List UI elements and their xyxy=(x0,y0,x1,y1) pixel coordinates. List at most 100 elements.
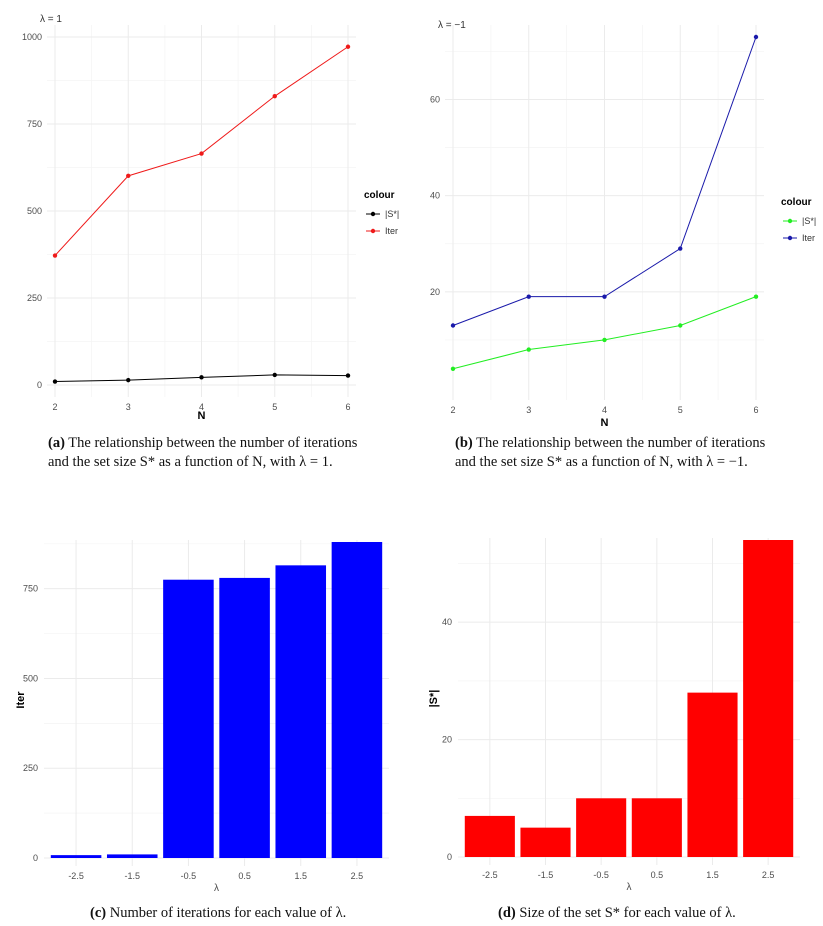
y-tick-label: 500 xyxy=(23,673,38,683)
y-axis-title: Iter xyxy=(15,691,27,709)
bar--1.5 xyxy=(106,854,158,858)
x-axis-title: λ xyxy=(214,883,219,894)
data-point-series-1 xyxy=(602,294,607,299)
y-tick-label: 0 xyxy=(37,380,42,390)
y-tick-label: 60 xyxy=(430,95,440,105)
y-tick-label: 20 xyxy=(430,287,440,297)
bar-1.5 xyxy=(275,565,327,858)
data-point-series-0 xyxy=(272,372,277,378)
y-tick-label: 500 xyxy=(27,206,42,216)
caption-a-line2: and the set size S* as a function of N, … xyxy=(48,454,333,470)
y-tick-label: 250 xyxy=(27,293,42,303)
caption-b: (b) The relationship between the number … xyxy=(455,434,815,472)
x-axis-title: N xyxy=(198,410,206,422)
caption-d: (d) Size of the set S* for each value of… xyxy=(498,904,818,923)
x-axis-title: N xyxy=(601,417,609,429)
x-tick-label: 1.5 xyxy=(294,871,307,881)
caption-a-label: (a) xyxy=(48,435,65,451)
x-tick-label: -0.5 xyxy=(181,871,197,881)
legend-key-point xyxy=(370,228,376,234)
data-point-series-0 xyxy=(199,375,204,380)
data-point-series-0 xyxy=(52,379,58,384)
x-tick-label: -1.5 xyxy=(538,870,554,880)
data-point-series-0 xyxy=(678,323,683,328)
bar-0.5 xyxy=(631,798,682,857)
chart-title: λ = −1 xyxy=(438,20,466,31)
bar--1.5 xyxy=(520,827,571,857)
x-tick-label: 2 xyxy=(450,405,455,415)
data-point-series-0 xyxy=(602,337,607,343)
legend-label: |S*| xyxy=(802,216,816,226)
chart-c-panel: -2.5 -1.5 -0.5 0.5 1.5 2.5 0 250 500 750 λ Iter xyxy=(0,520,411,900)
caption-b-line1: The relationship between the number of i… xyxy=(476,435,766,451)
data-point-series-0 xyxy=(126,377,131,383)
legend-label: |S*| xyxy=(385,209,399,219)
y-tick-label: 20 xyxy=(442,735,452,745)
legend-key-point xyxy=(370,211,376,217)
x-tick-label: -2.5 xyxy=(68,871,84,881)
data-point-series-0 xyxy=(450,366,456,371)
x-tick-label: -1.5 xyxy=(124,871,140,881)
chart-d-panel: -2.5 -1.5 -0.5 0.5 1.5 2.5 0 20 40 λ |S*| xyxy=(411,520,823,900)
x-tick-label: 4 xyxy=(602,405,607,415)
x-tick-label: 4 xyxy=(199,402,204,412)
bar-0.5 xyxy=(219,577,270,858)
x-tick-label: -2.5 xyxy=(482,870,498,880)
data-point-series-1 xyxy=(753,34,759,40)
data-point-series-1 xyxy=(199,151,204,156)
legend-title: colour xyxy=(364,190,395,201)
x-axis-title: λ xyxy=(627,882,632,893)
y-tick-label: 750 xyxy=(27,119,42,129)
y-tick-label: 40 xyxy=(442,617,452,627)
bar-2.5 xyxy=(331,542,383,858)
caption-c-text: Number of iterations for each value of λ… xyxy=(109,905,347,921)
y-tick-label: 250 xyxy=(23,763,38,773)
y-axis-title: |S*| xyxy=(428,690,440,708)
data-point-series-1 xyxy=(526,294,531,299)
legend-title: colour xyxy=(781,197,812,208)
data-point-series-0 xyxy=(345,373,351,378)
x-tick-label: 6 xyxy=(345,402,350,412)
caption-d-label: (d) xyxy=(498,905,516,921)
caption-a-line1: The relationship between the number of i… xyxy=(68,435,358,451)
y-tick-label: 1000 xyxy=(22,32,42,42)
caption-a: (a) The relationship between the number … xyxy=(48,434,408,472)
bar-2.5 xyxy=(743,540,794,857)
x-tick-label: 3 xyxy=(126,402,131,412)
y-tick-label: 0 xyxy=(447,852,452,862)
data-point-series-1 xyxy=(345,44,351,49)
bar-1.5 xyxy=(687,692,738,857)
x-tick-label: 3 xyxy=(526,405,531,415)
legend-key-point xyxy=(787,235,793,241)
caption-c: (c) Number of iterations for each value … xyxy=(90,904,410,923)
legend-key-point xyxy=(787,218,793,224)
caption-c-label: (c) xyxy=(90,905,107,921)
data-point-series-1 xyxy=(678,246,683,251)
y-tick-label: 0 xyxy=(33,853,38,863)
x-tick-label: 0.5 xyxy=(651,870,664,880)
bar--2.5 xyxy=(50,855,102,858)
y-tick-label: 40 xyxy=(430,191,440,201)
data-point-series-1 xyxy=(272,93,277,99)
x-tick-label: 1.5 xyxy=(706,870,719,880)
x-tick-label: 2 xyxy=(52,402,57,412)
x-tick-label: 2.5 xyxy=(351,871,364,881)
data-point-series-0 xyxy=(753,294,759,299)
legend-label: Iter xyxy=(802,233,815,243)
x-tick-label: 5 xyxy=(272,402,277,412)
chart-title: λ = 1 xyxy=(40,14,62,25)
caption-d-text: Size of the set S* for each value of λ. xyxy=(519,905,736,921)
x-tick-label: -0.5 xyxy=(593,870,609,880)
data-point-series-0 xyxy=(526,347,531,352)
caption-b-line2: and the set size S* as a function of N, … xyxy=(455,454,748,470)
x-tick-label: 6 xyxy=(753,405,758,415)
bar--2.5 xyxy=(464,815,515,857)
data-point-series-1 xyxy=(126,173,131,179)
bar--0.5 xyxy=(576,798,627,857)
legend-label: Iter xyxy=(385,226,398,236)
y-tick-label: 750 xyxy=(23,584,38,594)
